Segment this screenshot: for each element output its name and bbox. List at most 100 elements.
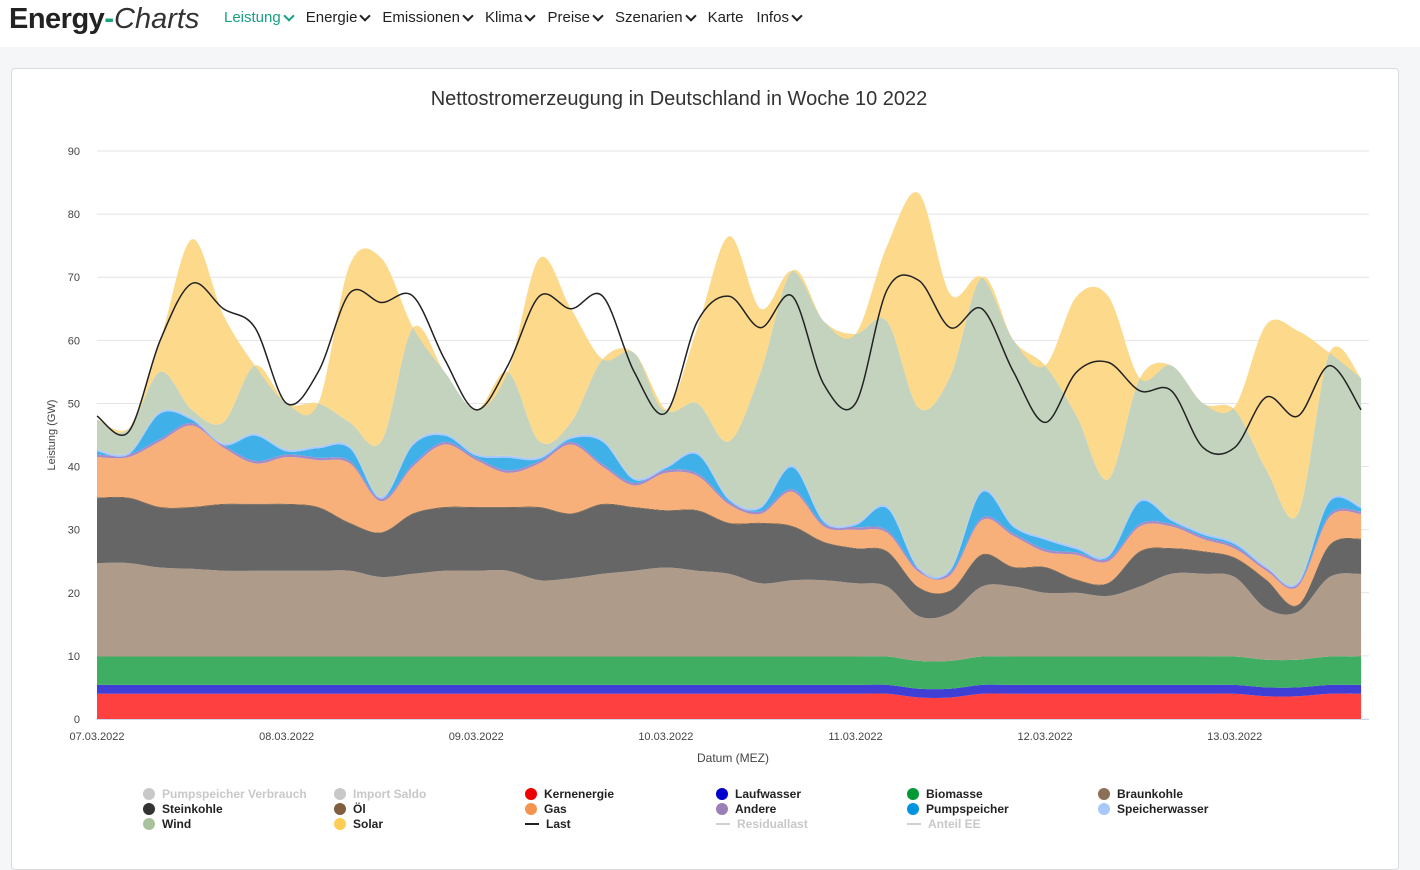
legend-dot-marker-icon bbox=[334, 803, 346, 815]
area-andere bbox=[97, 422, 1362, 589]
legend-label: Pumpspeicher bbox=[926, 802, 1009, 816]
x-tick-label: 07.03.2022 bbox=[69, 731, 124, 743]
x-tick-label: 13.03.2022 bbox=[1207, 731, 1262, 743]
area-steinkohle bbox=[97, 497, 1362, 619]
x-axis-label: Datum (MEZ) bbox=[697, 751, 769, 765]
legend-label: Speicherwasser bbox=[1117, 802, 1209, 816]
nav-item-label: Leistung bbox=[224, 9, 281, 26]
nav-item-label: Klima bbox=[484, 9, 523, 26]
legend-dot-marker-icon bbox=[143, 818, 155, 830]
area-pumpspeicher bbox=[97, 411, 1362, 588]
legend-item-gas[interactable]: Gas bbox=[525, 802, 567, 816]
legend-line-marker-icon bbox=[907, 823, 921, 825]
legend-label: Braunkohle bbox=[1117, 787, 1184, 801]
legend-item-laufwasser[interactable]: Laufwasser bbox=[716, 787, 801, 801]
legend-label: Andere bbox=[735, 802, 777, 816]
legend-item-wind[interactable]: Wind bbox=[143, 817, 191, 831]
y-tick-label: 10 bbox=[68, 651, 80, 663]
legend-label: Wind bbox=[162, 817, 192, 831]
y-tick-label: 80 bbox=[68, 209, 80, 221]
area-braunkohle bbox=[97, 562, 1362, 662]
legend-dot-marker-icon bbox=[334, 818, 346, 830]
nav-item-energie[interactable]: Energie bbox=[305, 9, 372, 26]
legend-label: Kernenergie bbox=[544, 787, 615, 801]
y-tick-label: 90 bbox=[68, 146, 80, 158]
y-tick-label: 50 bbox=[68, 398, 80, 410]
legend-item-pumpspeicher-verbrauch[interactable]: Pumpspeicher Verbrauch bbox=[143, 787, 307, 801]
nav-item-label: Infos bbox=[756, 9, 789, 26]
chart-title: Nettostromerzeugung in Deutschland in Wo… bbox=[430, 88, 928, 110]
legend-item-steinkohle[interactable]: Steinkohle bbox=[143, 802, 223, 816]
y-tick-label: 30 bbox=[68, 525, 80, 537]
legend-dot-marker-icon bbox=[525, 788, 537, 800]
nav-item-karte[interactable]: Karte bbox=[708, 9, 744, 26]
legend-item-speicherwasser[interactable]: Speicherwasser bbox=[1098, 802, 1208, 816]
legend-item-anteil-ee[interactable]: Anteil EE bbox=[907, 817, 981, 831]
area-speicherwasser bbox=[97, 409, 1362, 588]
nav-item-label: Karte bbox=[707, 9, 744, 26]
nav-item-label: Szenarien bbox=[615, 9, 683, 26]
top-navbar: Energy-Charts Leistung Energie Emissionen K… bbox=[0, 0, 1420, 47]
legend-label: Pumpspeicher Verbrauch bbox=[162, 787, 307, 801]
x-tick-label: 11.03.2022 bbox=[828, 731, 882, 743]
legend-item-kernenergie[interactable]: Kernenergie bbox=[525, 787, 614, 801]
legend-label: Anteil EE bbox=[928, 817, 981, 831]
x-tick-label: 08.03.2022 bbox=[259, 731, 314, 743]
legend-label: Laufwasser bbox=[735, 787, 802, 801]
legend-label: Gas bbox=[544, 802, 567, 816]
x-tick-label: 10.03.2022 bbox=[638, 731, 693, 743]
legend-item--l[interactable]: Öl bbox=[334, 802, 366, 816]
legend-item-pumpspeicher[interactable]: Pumpspeicher bbox=[907, 802, 1009, 816]
nav-item-szenarien[interactable]: Szenarien bbox=[615, 9, 697, 26]
legend-dot-marker-icon bbox=[716, 803, 728, 815]
legend-dot-marker-icon bbox=[1098, 803, 1110, 815]
line-last bbox=[96, 274, 1362, 456]
legend-dot-marker-icon bbox=[143, 788, 155, 800]
nav-item-emissionen[interactable]: Emissionen bbox=[382, 9, 474, 26]
legend-dot-marker-icon bbox=[525, 803, 537, 815]
legend-dot-marker-icon bbox=[907, 788, 919, 800]
y-tick-label: 0 bbox=[74, 714, 80, 726]
logo[interactable]: Energy-Charts bbox=[9, 1, 199, 37]
nav-item-label: Preise bbox=[547, 9, 591, 26]
legend-label: Residuallast bbox=[737, 817, 808, 831]
nav-item-leistung[interactable]: Leistung bbox=[224, 9, 295, 26]
main-nav: Leistung Energie Emissionen Klima Preise Szen… bbox=[224, 9, 814, 26]
area-biomasse bbox=[97, 656, 1362, 690]
area-laufwasser bbox=[97, 684, 1362, 699]
logo-dash: - bbox=[104, 3, 114, 35]
area-kernenergie bbox=[97, 693, 1362, 719]
legend-dot-marker-icon bbox=[907, 803, 919, 815]
legend-item-last[interactable]: Last bbox=[525, 817, 571, 831]
legend-label: Öl bbox=[353, 802, 366, 816]
legend-label: Last bbox=[546, 817, 571, 831]
x-tick-label: 12.03.2022 bbox=[1018, 731, 1073, 743]
area-gas bbox=[97, 425, 1362, 606]
nav-item-klima[interactable]: Klima bbox=[484, 9, 537, 26]
legend-line-marker-icon bbox=[716, 823, 730, 825]
legend-label: Import Saldo bbox=[353, 787, 427, 801]
legend-item-andere[interactable]: Andere bbox=[716, 802, 776, 816]
y-axis-label: Leistung (GW) bbox=[46, 400, 58, 471]
legend-label: Steinkohle bbox=[162, 802, 223, 816]
legend-dot-marker-icon bbox=[334, 788, 346, 800]
nav-item-infos[interactable]: Infos bbox=[756, 9, 803, 26]
nav-item-preise[interactable]: Preise bbox=[547, 9, 604, 26]
legend-dot-marker-icon bbox=[143, 803, 155, 815]
logo-text-energy: Energy bbox=[9, 3, 105, 35]
legend-dot-marker-icon bbox=[1098, 788, 1110, 800]
legend-item-solar[interactable]: Solar bbox=[334, 817, 383, 831]
legend-item-biomasse[interactable]: Biomasse bbox=[907, 787, 983, 801]
legend-label: Solar bbox=[353, 817, 384, 831]
legend-item-braunkohle[interactable]: Braunkohle bbox=[1098, 787, 1183, 801]
y-tick-label: 40 bbox=[68, 462, 80, 474]
legend-item-residuallast[interactable]: Residuallast bbox=[716, 817, 808, 831]
legend-item-import-saldo[interactable]: Import Saldo bbox=[334, 787, 426, 801]
y-tick-label: 20 bbox=[68, 588, 80, 600]
logo-text-charts: Charts bbox=[114, 3, 200, 35]
y-tick-label: 60 bbox=[68, 335, 80, 347]
legend-label: Biomasse bbox=[926, 787, 983, 801]
nav-item-label: Energie bbox=[305, 9, 358, 26]
legend-line-marker-icon bbox=[525, 823, 539, 825]
